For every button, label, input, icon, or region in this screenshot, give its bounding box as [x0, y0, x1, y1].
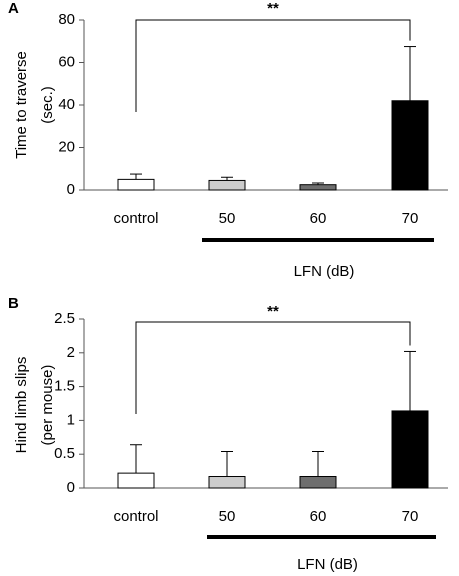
bar-50: [208, 476, 246, 489]
bar-60: [299, 476, 337, 489]
panel-label: A: [8, 0, 19, 17]
y-tick-label: 20: [58, 138, 75, 155]
y-tick-label: 0.5: [54, 445, 75, 462]
significance-label: **: [267, 303, 279, 320]
significance-bracket: [135, 19, 411, 112]
y-tick-label: 2: [67, 344, 75, 361]
x-tick-label: control: [113, 210, 158, 227]
y-tick-label: 40: [58, 96, 75, 113]
bar-60: [299, 184, 337, 191]
x-tick-label: 70: [402, 508, 419, 525]
bar-control: [117, 472, 155, 489]
y-axis-label: (per mouse): [39, 365, 56, 446]
y-tick-label: 1: [67, 411, 75, 428]
y-axis-label: (sec.): [39, 86, 56, 124]
y-axis-label: Hind limb slips: [13, 357, 30, 454]
y-axis-label: Time to traverse: [13, 51, 30, 159]
y-tick-label: 0: [67, 181, 75, 198]
y-tick-label: 80: [58, 11, 75, 28]
bar-control: [117, 178, 155, 191]
panel-label: B: [8, 295, 19, 312]
x-tick-label: 50: [219, 508, 236, 525]
x-tick-label: 60: [310, 508, 327, 525]
bar-50: [208, 179, 246, 191]
panel-B: B Hind limb slips (per mouse) 0 0.5 1 1.5 2 2.5 c…: [8, 295, 448, 573]
x-tick-label: 60: [310, 210, 327, 227]
panel-A: A Time to traverse (sec.) 0 20 40 60 80 control 5…: [8, 0, 448, 280]
y-tick-label: 0: [67, 479, 75, 496]
group-label: LFN (dB): [297, 556, 358, 573]
y-tick-label: 2.5: [54, 310, 75, 327]
bar-70: [391, 410, 429, 489]
significance-label: **: [267, 0, 279, 17]
x-tick-label: control: [113, 508, 158, 525]
x-tick-label: 70: [402, 210, 419, 227]
group-label: LFN (dB): [294, 263, 355, 280]
bar-70: [391, 100, 429, 191]
x-tick-label: 50: [219, 210, 236, 227]
y-tick-label: 60: [58, 53, 75, 70]
y-tick-label: 1.5: [54, 378, 75, 395]
significance-bracket: [135, 321, 411, 414]
